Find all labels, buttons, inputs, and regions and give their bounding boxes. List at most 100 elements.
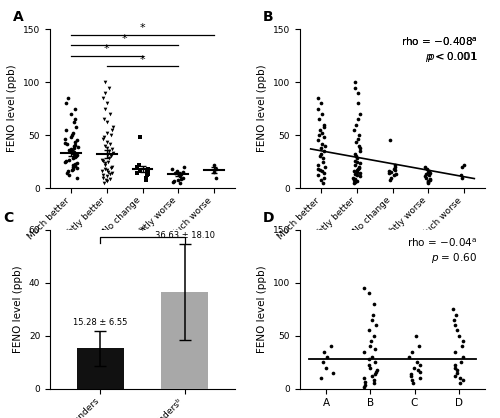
- Point: [104, 173, 112, 180]
- Point: [103, 167, 111, 173]
- Bar: [162, 292, 208, 389]
- Point: [104, 169, 112, 176]
- Point: [100, 116, 108, 122]
- Point: [408, 373, 416, 380]
- Point: [72, 123, 80, 130]
- Point: [316, 116, 324, 122]
- Point: [62, 127, 70, 133]
- Point: [387, 174, 395, 181]
- Point: [356, 170, 364, 177]
- Point: [176, 173, 184, 180]
- Point: [70, 151, 78, 158]
- Point: [408, 377, 416, 384]
- Point: [370, 371, 378, 377]
- Point: [453, 327, 461, 334]
- Point: [134, 170, 141, 177]
- Point: [317, 375, 325, 382]
- Point: [109, 150, 117, 156]
- Point: [108, 170, 116, 177]
- Point: [350, 176, 358, 183]
- Point: [351, 151, 359, 158]
- Point: [314, 95, 322, 102]
- Point: [72, 116, 80, 122]
- Point: [450, 364, 458, 371]
- Point: [320, 123, 328, 130]
- Point: [370, 345, 378, 352]
- Point: [422, 163, 430, 170]
- Point: [355, 165, 363, 171]
- Point: [62, 139, 70, 146]
- Point: [62, 100, 70, 107]
- Point: [63, 140, 71, 147]
- Point: [102, 176, 110, 183]
- Point: [69, 150, 77, 156]
- Point: [365, 327, 373, 334]
- Point: [102, 177, 110, 184]
- Point: [108, 165, 116, 171]
- Point: [170, 177, 177, 184]
- Point: [68, 166, 76, 172]
- Point: [360, 379, 368, 386]
- Point: [351, 178, 359, 185]
- Point: [143, 172, 151, 179]
- Point: [373, 366, 381, 373]
- Point: [104, 119, 112, 126]
- Point: [101, 105, 109, 112]
- Point: [458, 377, 466, 384]
- Point: [314, 172, 322, 179]
- Point: [70, 163, 78, 170]
- Point: [99, 157, 107, 164]
- Point: [102, 161, 110, 168]
- Point: [72, 153, 80, 160]
- Point: [408, 380, 416, 387]
- Text: B: B: [263, 10, 274, 24]
- Point: [68, 167, 76, 173]
- Text: 15.28 ± 6.55: 15.28 ± 6.55: [74, 318, 128, 327]
- Text: rho = −0.04$^{\mathrm{a}}$
$\it{p}$ = 0.60: rho = −0.04$^{\mathrm{a}}$ $\it{p}$ = 0.…: [408, 236, 478, 265]
- Point: [176, 179, 184, 186]
- Point: [405, 354, 413, 360]
- Point: [100, 134, 108, 140]
- Point: [455, 332, 463, 339]
- Point: [106, 132, 114, 138]
- Point: [354, 100, 362, 107]
- Point: [98, 168, 106, 174]
- Point: [362, 381, 370, 388]
- Point: [64, 95, 72, 102]
- Point: [142, 176, 150, 183]
- Point: [64, 170, 72, 177]
- Point: [98, 156, 106, 163]
- Point: [450, 348, 458, 355]
- Point: [316, 100, 324, 107]
- Point: [360, 375, 368, 382]
- Point: [320, 143, 328, 149]
- Point: [144, 166, 152, 172]
- Point: [65, 156, 73, 163]
- Point: [459, 354, 467, 360]
- Point: [174, 176, 182, 183]
- Point: [318, 111, 326, 117]
- Point: [316, 127, 324, 133]
- Point: [354, 89, 362, 96]
- Point: [210, 161, 218, 168]
- Point: [354, 116, 362, 122]
- Point: [316, 132, 324, 138]
- Point: [100, 95, 108, 102]
- Point: [412, 332, 420, 339]
- Point: [103, 138, 111, 145]
- Point: [426, 168, 434, 174]
- Point: [171, 170, 179, 177]
- Point: [458, 172, 466, 179]
- Point: [370, 311, 378, 318]
- Point: [74, 165, 82, 171]
- Point: [351, 175, 359, 182]
- Point: [314, 166, 322, 172]
- Point: [353, 167, 361, 173]
- Point: [318, 176, 326, 183]
- Point: [356, 111, 364, 117]
- Point: [457, 359, 465, 366]
- Point: [452, 366, 460, 373]
- Point: [368, 354, 376, 360]
- Point: [323, 354, 331, 360]
- Text: *: *: [140, 23, 145, 33]
